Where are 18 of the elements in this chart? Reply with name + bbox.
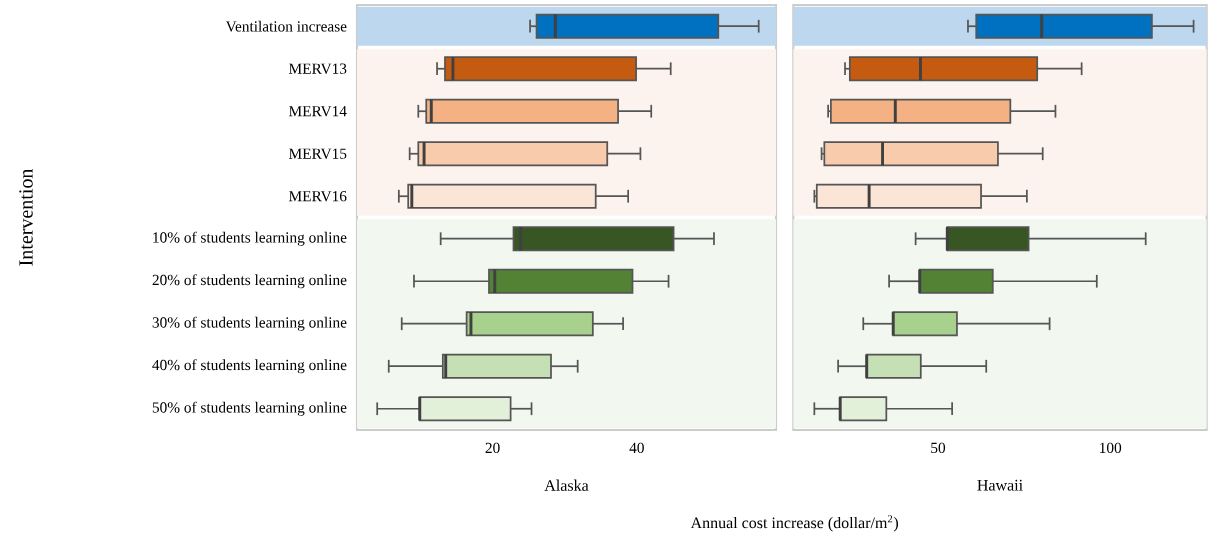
x-tick-label: 100: [1100, 442, 1122, 454]
text: Annual cost increase (dollar/m$^{2}$): [690, 515, 899, 532]
y-tick-label: MERV13: [289, 63, 347, 74]
x-tick-label: 20: [485, 442, 500, 454]
y-tick-label: MERV16: [289, 191, 347, 202]
y-tick-label: 20% of students learning online: [152, 274, 347, 289]
y-tick-label: MERV15: [289, 148, 347, 159]
x-axis-title: Alaska: [544, 479, 589, 491]
y-tick-label: MERV14: [289, 106, 347, 117]
x-tick-label: 40: [629, 442, 644, 454]
y-tick-label: 50% of students learning online: [152, 401, 347, 416]
y-tick-label: 40% of students learning online: [152, 359, 347, 374]
y-axis-title: Intervention: [19, 168, 33, 266]
x-axis-title: Hawaii: [977, 479, 1023, 491]
y-tick-label: Ventilation increase: [225, 20, 347, 32]
y-tick-label: 10% of students learning online: [153, 231, 347, 246]
y-tick-label: 30% of students learning online: [152, 316, 347, 331]
x-tick-label: 50: [931, 442, 946, 454]
